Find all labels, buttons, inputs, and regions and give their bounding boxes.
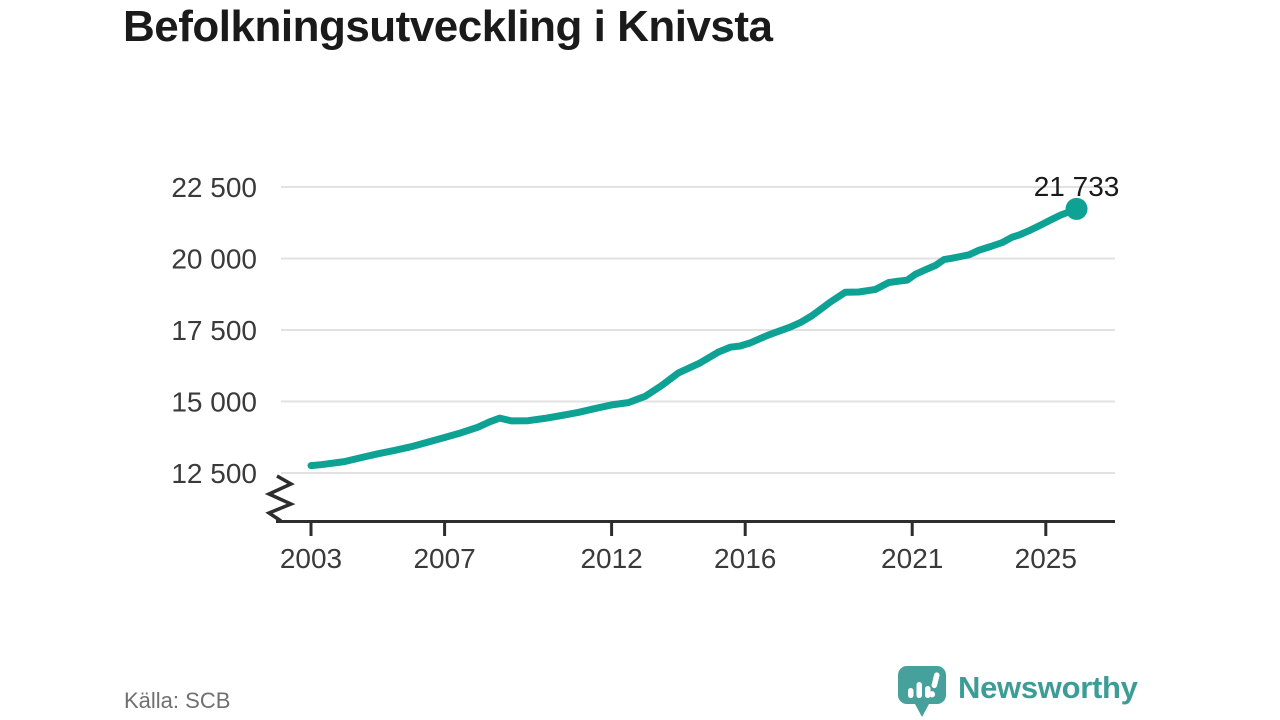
axis-break-icon	[264, 474, 296, 523]
x-tick-label: 2007	[413, 543, 475, 574]
y-tick-label: 22 500	[171, 172, 257, 203]
population-line	[307, 205, 1080, 470]
y-tick-label: 12 500	[171, 458, 257, 489]
page-title: Befolkningsutveckling i Knivsta	[123, 2, 773, 51]
end-point-dot	[1065, 197, 1088, 220]
end-point-label: 21 733	[1034, 171, 1120, 202]
logo-bar-2	[916, 682, 922, 698]
newsworthy-logo-icon	[898, 666, 946, 717]
x-tick-label: 2012	[580, 543, 642, 574]
brand-text: Newsworthy	[958, 669, 1138, 705]
logo-exclamation	[928, 672, 940, 698]
x-tick-label: 2021	[881, 543, 943, 574]
y-tick-label: 15 000	[171, 387, 257, 418]
newsworthy-logo: Newsworthy	[897, 665, 1138, 718]
y-tick-label: 20 000	[171, 244, 257, 275]
x-tick-label: 2025	[1015, 543, 1077, 574]
source-text: Källa: SCB	[124, 688, 231, 713]
x-tick-label: 2003	[280, 543, 342, 574]
x-tick-label: 2016	[714, 543, 776, 574]
population-line-chart: 12 500 15 000 17 500 20 000 22 500 2003 2007 20…	[171, 171, 1120, 574]
y-tick-label: 17 500	[171, 315, 257, 346]
logo-bar-1	[908, 688, 914, 698]
